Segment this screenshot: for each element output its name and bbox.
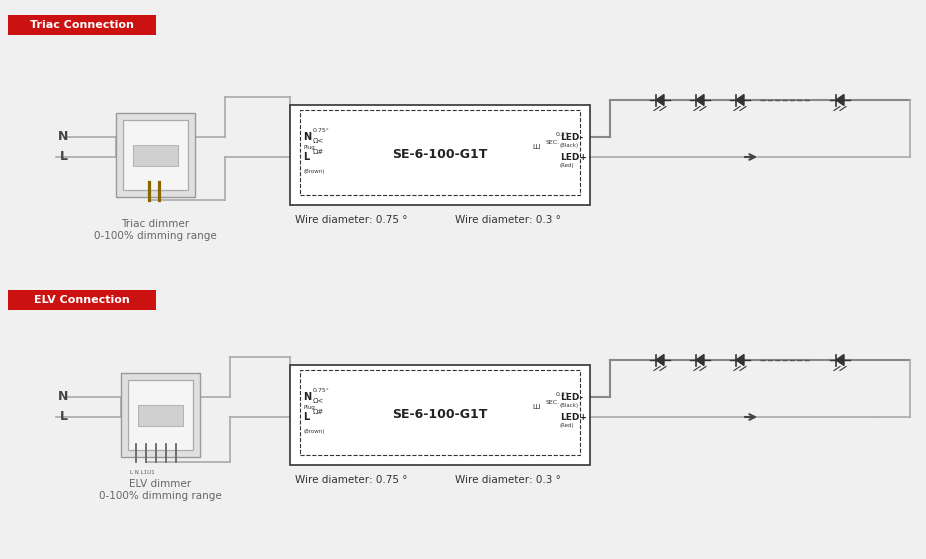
Text: (Brown): (Brown) — [303, 168, 324, 173]
Polygon shape — [656, 354, 664, 366]
Bar — [132, 144, 178, 165]
Text: L: L — [60, 410, 68, 424]
Text: N: N — [303, 132, 311, 142]
Text: Triac dimmer
0-100% dimming range: Triac dimmer 0-100% dimming range — [94, 219, 217, 240]
Text: 0.3°: 0.3° — [556, 132, 569, 138]
Bar — [128, 380, 193, 450]
Text: Ш: Ш — [532, 404, 539, 410]
Text: 0.3°: 0.3° — [556, 392, 569, 397]
Text: LED-: LED- — [560, 132, 583, 141]
Text: Ω#: Ω# — [313, 149, 324, 155]
Text: SEC.: SEC. — [546, 140, 560, 145]
Text: (Black): (Black) — [560, 404, 579, 409]
Bar — [137, 405, 182, 425]
Text: N: N — [303, 392, 311, 402]
Text: Plug: Plug — [303, 144, 315, 149]
Text: Plug: Plug — [303, 405, 315, 410]
Text: L: L — [303, 152, 309, 162]
Text: ELV dimmer
0-100% dimming range: ELV dimmer 0-100% dimming range — [99, 479, 221, 501]
Text: (Black): (Black) — [560, 144, 579, 149]
Text: ELV Connection: ELV Connection — [34, 295, 130, 305]
Text: Wire diameter: 0.3 °: Wire diameter: 0.3 ° — [455, 215, 561, 225]
Polygon shape — [736, 94, 744, 106]
Text: N: N — [57, 130, 68, 144]
Text: LED-: LED- — [560, 392, 583, 401]
Polygon shape — [836, 94, 844, 106]
Text: N: N — [57, 391, 68, 404]
Text: Wire diameter: 0.75 °: Wire diameter: 0.75 ° — [295, 475, 407, 485]
Polygon shape — [696, 354, 704, 366]
Text: 0.75°: 0.75° — [313, 129, 330, 134]
Text: Wire diameter: 0.3 °: Wire diameter: 0.3 ° — [455, 475, 561, 485]
Bar — [290, 105, 590, 205]
Text: (Red): (Red) — [560, 423, 575, 428]
Text: (Red): (Red) — [560, 163, 575, 168]
Bar — [122, 120, 187, 190]
Polygon shape — [696, 94, 704, 106]
Bar — [116, 113, 194, 197]
Bar — [120, 373, 199, 457]
Text: LED+: LED+ — [560, 413, 587, 421]
Text: Triac Connection: Triac Connection — [30, 20, 134, 30]
Text: SE-6-100-G1T: SE-6-100-G1T — [393, 409, 488, 421]
Polygon shape — [656, 94, 664, 106]
Text: (Brown): (Brown) — [303, 429, 324, 433]
Text: Wire diameter: 0.75 °: Wire diameter: 0.75 ° — [295, 215, 407, 225]
Text: Ш: Ш — [532, 144, 539, 150]
Bar — [300, 370, 580, 455]
Bar — [8, 290, 156, 310]
Polygon shape — [736, 354, 744, 366]
Bar — [290, 365, 590, 465]
Text: Ω<: Ω< — [313, 398, 324, 404]
Text: L: L — [303, 412, 309, 422]
Text: Ω<: Ω< — [313, 138, 324, 144]
Text: SE-6-100-G1T: SE-6-100-G1T — [393, 149, 488, 162]
Text: SEC.: SEC. — [546, 400, 560, 405]
Text: Ω#: Ω# — [313, 409, 324, 415]
Bar — [8, 15, 156, 35]
Text: LED+: LED+ — [560, 153, 587, 162]
Text: L N L1U1: L N L1U1 — [130, 470, 154, 475]
Polygon shape — [836, 354, 844, 366]
Text: 0.75°: 0.75° — [313, 389, 330, 394]
Text: L: L — [60, 150, 68, 163]
Bar — [300, 110, 580, 195]
